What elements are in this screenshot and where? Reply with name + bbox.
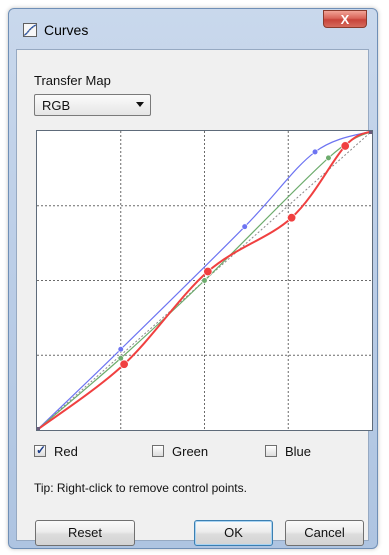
tip-text: Tip: Right-click to remove control point… xyxy=(34,481,247,495)
curves-graph[interactable] xyxy=(34,128,375,433)
red-checkbox-label: Red xyxy=(54,444,78,459)
close-button[interactable]: X xyxy=(323,10,367,28)
green-control-points[interactable] xyxy=(117,154,332,362)
blue-control-points[interactable] xyxy=(117,148,319,353)
blue-checkbox-label: Blue xyxy=(285,444,312,459)
blue-control-point[interactable] xyxy=(241,223,248,230)
window-title: Curves xyxy=(44,22,89,38)
curves-icon xyxy=(23,23,37,37)
ok-button[interactable]: OK xyxy=(194,520,273,546)
transfer-map-label: Transfer Map xyxy=(34,73,111,88)
channel-dropdown[interactable]: RGB xyxy=(34,94,151,116)
dialog-content: Transfer Map RGB ✓ Red xyxy=(16,49,375,546)
endpoint-handle[interactable] xyxy=(369,128,375,134)
curves-canvas[interactable] xyxy=(34,128,375,433)
cancel-button[interactable]: Cancel xyxy=(285,520,364,546)
red-control-point[interactable] xyxy=(340,141,350,151)
red-control-point[interactable] xyxy=(119,359,129,369)
blue-control-point[interactable] xyxy=(311,148,319,156)
chevron-down-icon xyxy=(136,102,144,107)
curves-dialog: Curves X Transfer Map RGB ✓ Re xyxy=(8,8,378,549)
channel-dropdown-value: RGB xyxy=(42,98,71,113)
checkmark-icon: ✓ xyxy=(36,443,47,457)
green-control-point[interactable] xyxy=(325,154,332,162)
endpoint-handle[interactable] xyxy=(34,427,40,433)
reset-button[interactable]: Reset xyxy=(35,520,135,546)
green-checkbox-label: Green xyxy=(172,444,209,459)
green-control-point[interactable] xyxy=(201,277,208,284)
red-control-points[interactable] xyxy=(119,141,350,369)
green-control-point[interactable] xyxy=(117,355,124,362)
red-control-point[interactable] xyxy=(287,213,297,223)
red-checkbox[interactable]: ✓ xyxy=(34,443,47,457)
title-bar: Curves X xyxy=(9,9,377,49)
blue-curve[interactable] xyxy=(36,130,373,431)
red-control-point[interactable] xyxy=(203,267,213,277)
blue-checkbox[interactable] xyxy=(265,445,277,457)
blue-control-point[interactable] xyxy=(117,346,124,353)
green-checkbox[interactable] xyxy=(152,445,164,457)
